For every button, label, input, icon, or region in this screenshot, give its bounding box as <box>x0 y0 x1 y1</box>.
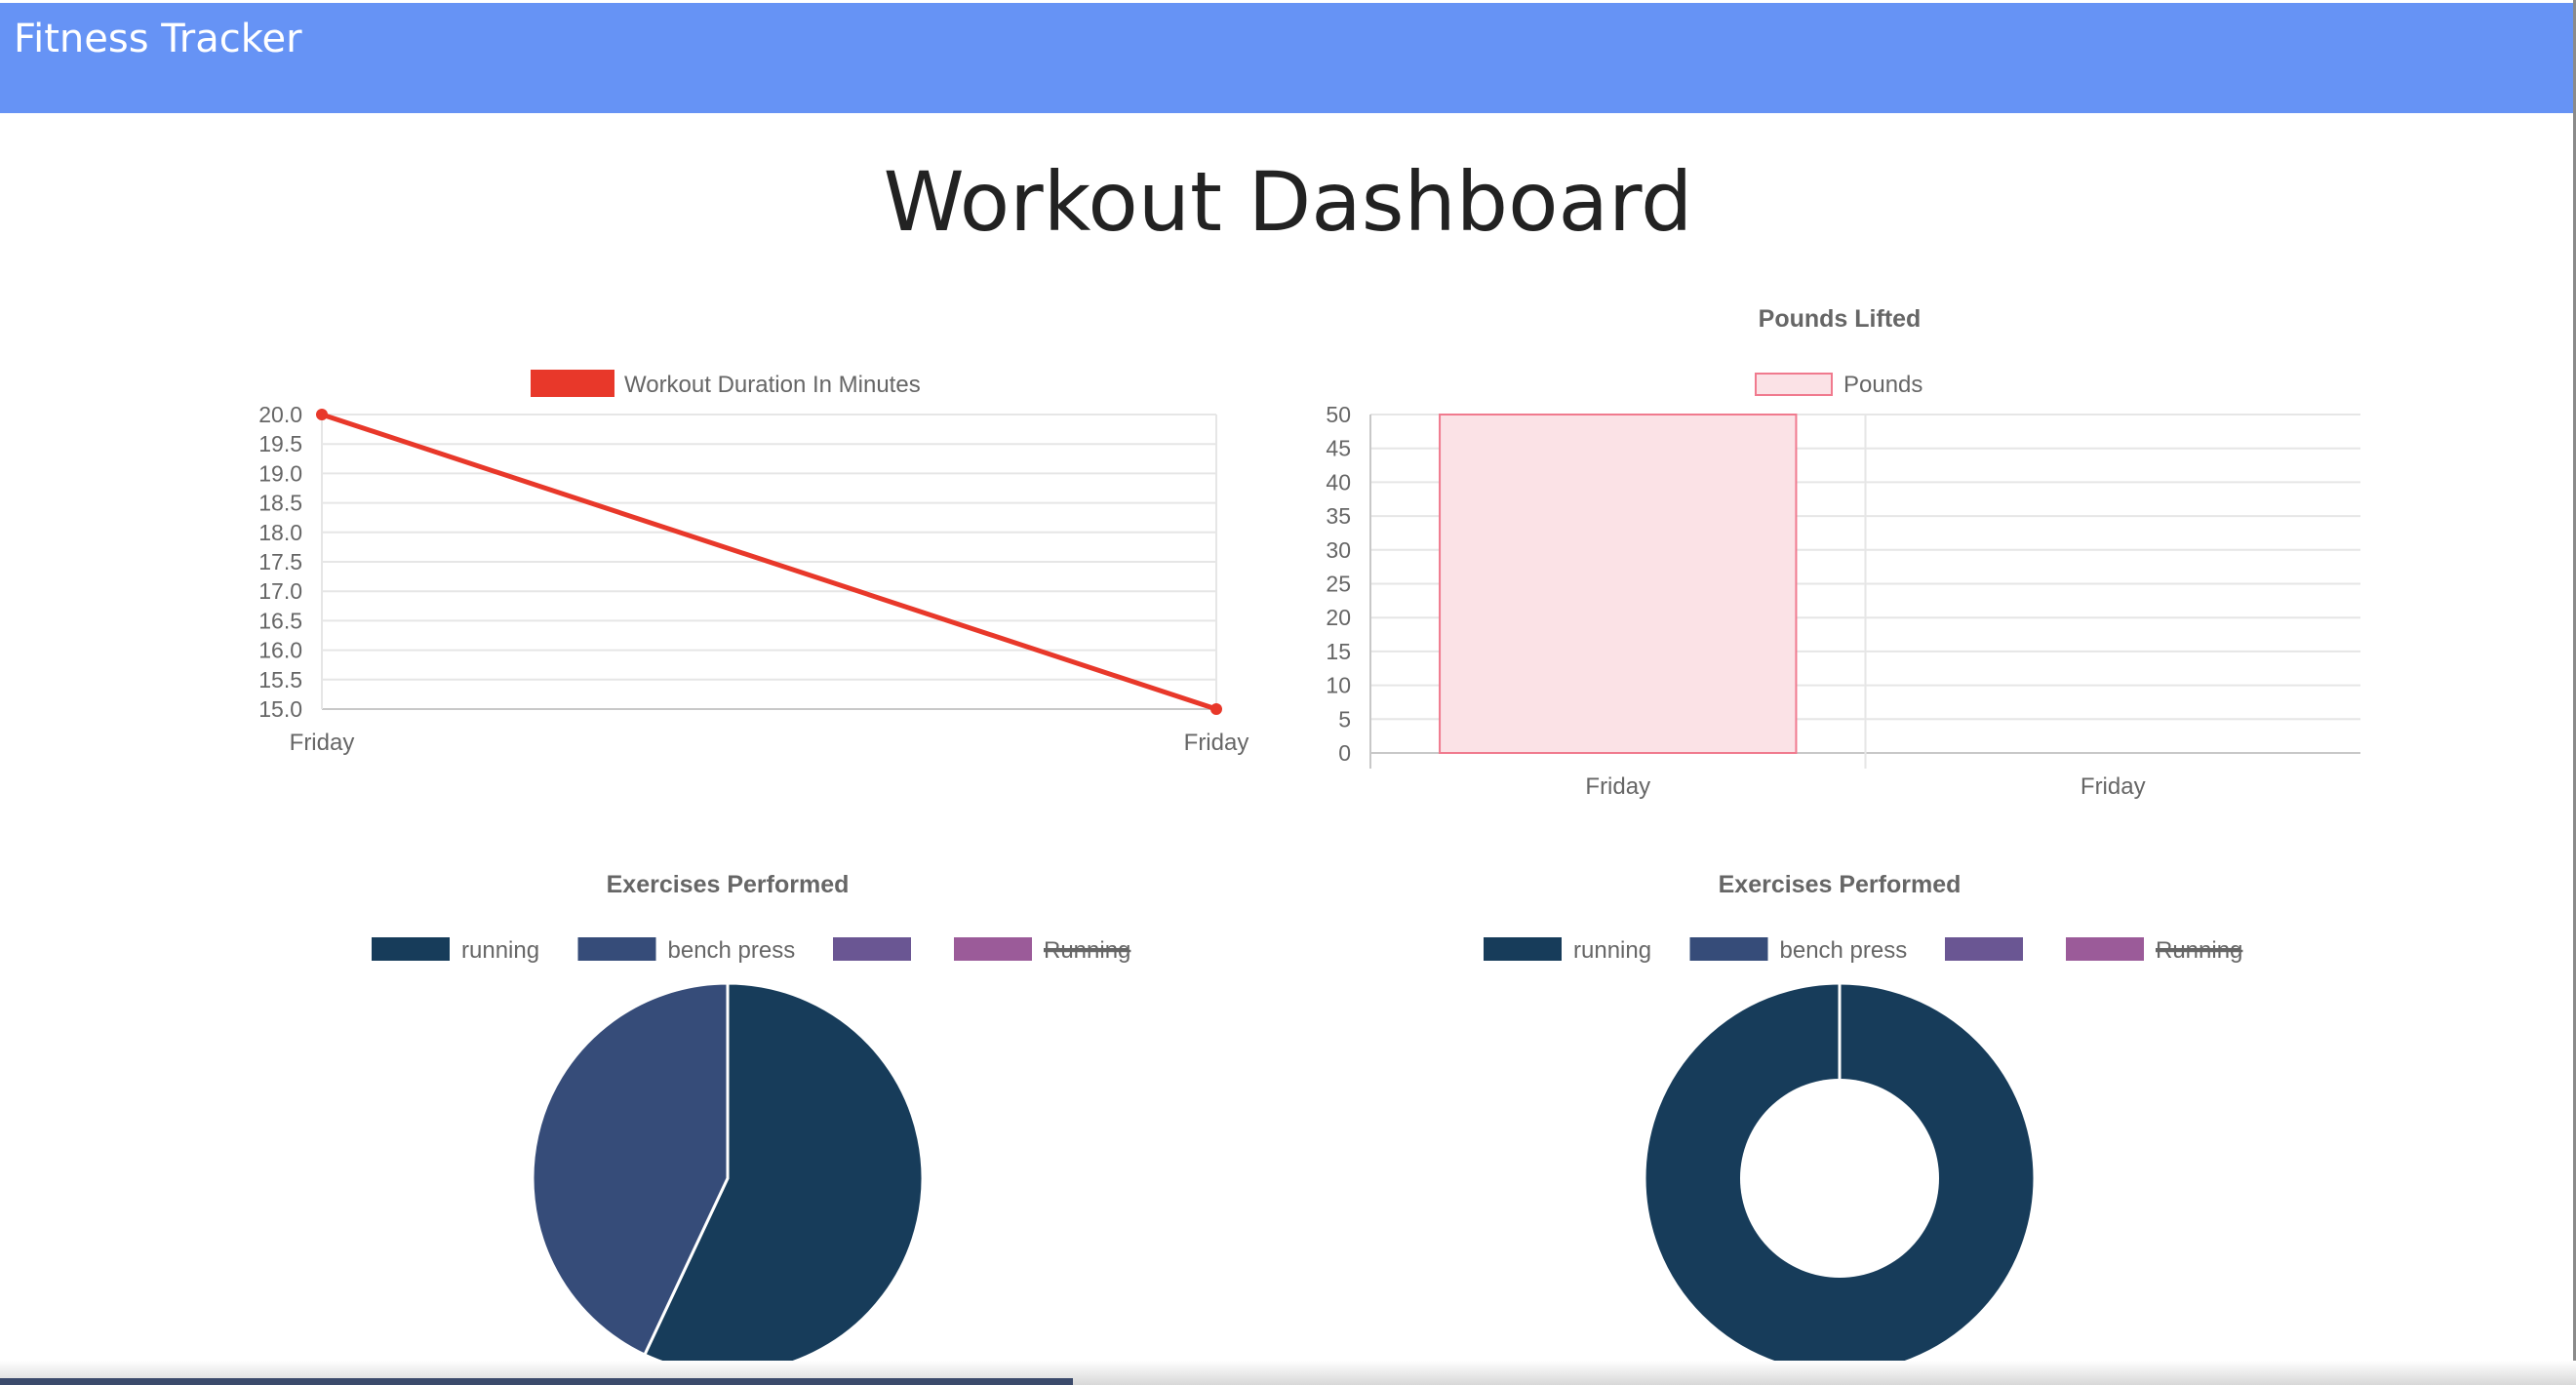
duration-legend: Workout Duration In Minutes <box>531 370 921 398</box>
duration-point <box>1210 703 1222 715</box>
page-title: Workout Dashboard <box>883 154 1693 250</box>
legend-swatch <box>1689 937 1768 961</box>
legend-label: Running <box>1044 937 1130 964</box>
brand-title[interactable]: Fitness Tracker <box>14 17 302 61</box>
legend-label: Pounds <box>1843 372 1922 398</box>
y-tick-label: 18.5 <box>258 491 302 516</box>
pie-slice <box>531 981 730 1357</box>
x-tick-label: Friday <box>1585 773 1650 800</box>
window-edge <box>2573 0 2576 1385</box>
legend-swatch <box>372 937 450 961</box>
y-tick-label: 20.0 <box>258 402 302 427</box>
y-tick-label: 17.0 <box>258 578 302 604</box>
legend-label: Workout Duration In Minutes <box>624 372 921 398</box>
y-tick-label: 30 <box>1326 537 1351 563</box>
y-tick-label: 25 <box>1326 572 1351 597</box>
duration-point <box>316 409 328 420</box>
legend-swatch <box>2066 937 2144 961</box>
legend-swatch <box>1945 937 2023 961</box>
legend-swatch <box>1484 937 1562 961</box>
x-tick-label: Friday <box>290 730 355 756</box>
y-tick-label: 17.5 <box>258 549 302 574</box>
exercise-legend: running bench press Running <box>372 937 1130 964</box>
y-tick-label: 15.0 <box>258 696 302 722</box>
y-tick-label: 50 <box>1326 402 1351 427</box>
chart-title: Exercises Performed <box>1719 871 1962 898</box>
exercise-legend: running bench press Running <box>1484 937 2242 964</box>
navbar: Fitness Tracker <box>0 3 2573 113</box>
y-tick-label: 10 <box>1326 673 1351 698</box>
y-tick-label: 40 <box>1326 469 1351 495</box>
chart-title: Pounds Lifted <box>1759 305 1922 333</box>
pounds-legend: Pounds <box>1755 372 1922 398</box>
y-tick-label: 0 <box>1338 740 1351 766</box>
legend-label: bench press <box>668 937 796 964</box>
y-tick-label: 5 <box>1338 706 1351 732</box>
doughnut-hole <box>1740 1079 1939 1278</box>
y-tick-label: 45 <box>1326 436 1351 461</box>
y-tick-label: 16.5 <box>258 608 302 633</box>
y-tick-label: 18.0 <box>258 520 302 545</box>
chart-title: Exercises Performed <box>607 871 850 898</box>
duration-line <box>321 412 1217 712</box>
legend-swatch <box>577 937 656 961</box>
legend-label: running <box>1573 937 1651 964</box>
legend-swatch <box>954 937 1032 961</box>
y-tick-label: 15 <box>1326 639 1351 664</box>
x-tick-label: Friday <box>2081 773 2146 800</box>
pounds-bar <box>1439 414 1798 754</box>
x-tick-label: Friday <box>1184 730 1249 756</box>
legend-label: running <box>461 937 539 964</box>
y-tick-label: 16.0 <box>258 638 302 663</box>
y-tick-label: 15.5 <box>258 667 302 692</box>
legend-swatch <box>1755 373 1833 396</box>
y-tick-label: 19.0 <box>258 460 302 486</box>
y-tick-label: 35 <box>1326 503 1351 529</box>
y-tick-label: 20 <box>1326 605 1351 630</box>
y-tick-label: 19.5 <box>258 431 302 456</box>
legend-label: bench press <box>1780 937 1908 964</box>
legend-swatch <box>833 937 911 961</box>
legend-label: Running <box>2156 937 2242 964</box>
legend-swatch <box>531 370 614 397</box>
horizontal-scrollbar[interactable] <box>0 1378 1073 1385</box>
